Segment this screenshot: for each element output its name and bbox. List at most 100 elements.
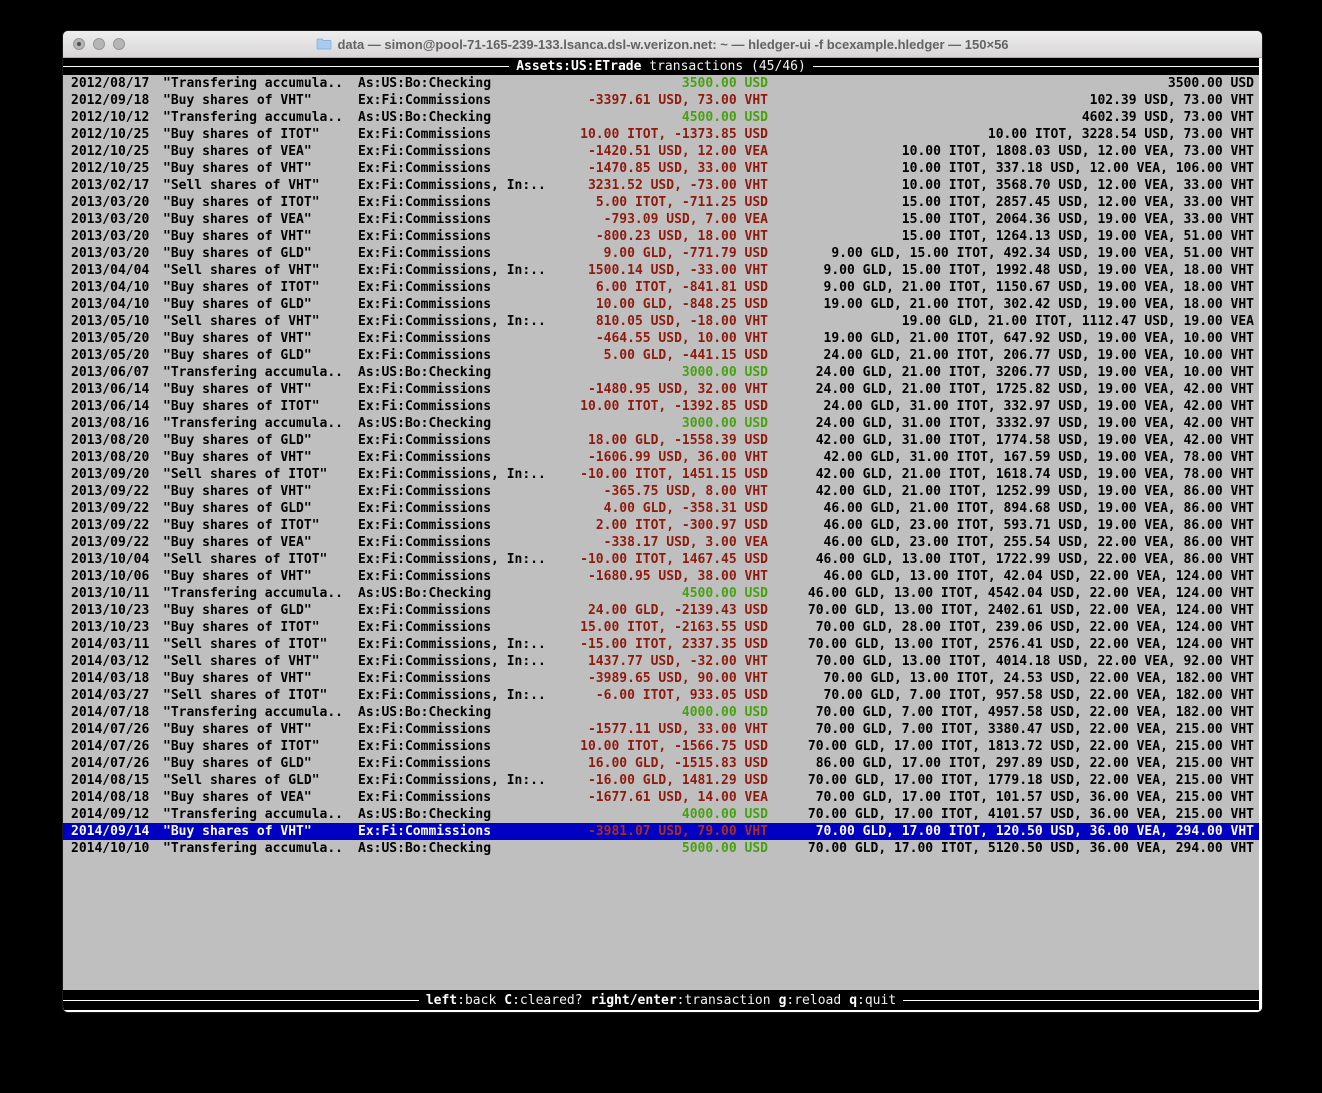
window-titlebar: data — simon@pool-71-165-239-133.lsanca.… — [63, 31, 1262, 58]
txn-description: "Sell shares of GLD" — [163, 773, 320, 788]
key-hints: left:back C:cleared? right/enter:transacti… — [419, 992, 903, 1009]
txn-balance: 15.00 ITOT, 2064.36 USD, 19.00 VEA, 33.0… — [901, 212, 1254, 227]
transaction-row[interactable]: 2013/08/20 "Buy shares of GLD" Ex:Fi:Com… — [63, 432, 1259, 449]
txn-accounts: Ex:Fi:Commissions — [358, 739, 492, 754]
transaction-row[interactable]: 2014/03/11 "Sell shares of ITOT" Ex:Fi:C… — [63, 636, 1259, 653]
txn-description: "Buy shares of VHT" — [163, 824, 312, 839]
bottom-bar-line-right — [903, 999, 1259, 1001]
transaction-row[interactable]: 2013/04/04 "Sell shares of VHT" Ex:Fi:Co… — [63, 262, 1259, 279]
bottom-bar-line-left — [63, 999, 419, 1001]
txn-balance: 70.00 GLD, 17.00 ITOT, 120.50 USD, 36.00… — [815, 824, 1254, 839]
transaction-row[interactable]: 2013/04/10 "Buy shares of GLD" Ex:Fi:Com… — [63, 296, 1259, 313]
txn-balance: 86.00 GLD, 17.00 ITOT, 297.89 USD, 22.00… — [815, 756, 1254, 771]
transaction-row[interactable]: 2014/03/12 "Sell shares of VHT" Ex:Fi:Co… — [63, 653, 1259, 670]
minimize-button[interactable] — [93, 38, 105, 50]
txn-description: "Transfering accumula.. — [163, 807, 344, 822]
transaction-row[interactable]: 2012/09/18 "Buy shares of VHT" Ex:Fi:Com… — [63, 92, 1259, 109]
txn-balance: 15.00 ITOT, 1264.13 USD, 19.00 VEA, 51.0… — [901, 229, 1254, 244]
txn-balance: 3500.00 USD — [1167, 76, 1254, 91]
txn-description: "Buy shares of GLD" — [163, 501, 312, 516]
txn-description: "Buy shares of VHT" — [163, 331, 312, 346]
transaction-row[interactable]: 2014/07/26 "Buy shares of ITOT" Ex:Fi:Co… — [63, 738, 1259, 755]
txn-description: "Buy shares of GLD" — [163, 348, 312, 363]
transaction-row[interactable]: 2014/10/10 "Transfering accumula.. As:US… — [63, 840, 1259, 857]
transaction-row[interactable]: 2014/08/18 "Buy shares of VEA" Ex:Fi:Com… — [63, 789, 1259, 806]
transaction-row[interactable]: 2013/08/20 "Buy shares of VHT" Ex:Fi:Com… — [63, 449, 1259, 466]
txn-accounts: Ex:Fi:Commissions — [358, 671, 492, 686]
txn-balance: 9.00 GLD, 21.00 ITOT, 1150.67 USD, 19.00… — [823, 280, 1254, 295]
transaction-row[interactable]: 2012/10/25 "Buy shares of ITOT" Ex:Fi:Co… — [63, 126, 1259, 143]
txn-balance: 15.00 ITOT, 2857.45 USD, 12.00 VEA, 33.0… — [901, 195, 1254, 210]
txn-balance: 10.00 ITOT, 337.18 USD, 12.00 VEA, 106.0… — [901, 161, 1254, 176]
txn-description: "Sell shares of VHT" — [163, 314, 320, 329]
transaction-row[interactable]: 2013/09/20 "Sell shares of ITOT" Ex:Fi:C… — [63, 466, 1259, 483]
txn-date: 2013/10/04 — [71, 552, 150, 567]
txn-description: "Buy shares of VHT" — [163, 671, 312, 686]
transaction-row[interactable]: 2013/03/20 "Buy shares of GLD" Ex:Fi:Com… — [63, 245, 1259, 262]
transaction-row[interactable]: 2012/10/25 "Buy shares of VEA" Ex:Fi:Com… — [63, 143, 1259, 160]
txn-balance: 46.00 GLD, 23.00 ITOT, 255.54 USD, 22.00… — [823, 535, 1254, 550]
txn-change: 6.00 ITOT, -841.81 USD — [595, 280, 768, 295]
transaction-row[interactable]: 2013/06/14 "Buy shares of VHT" Ex:Fi:Com… — [63, 381, 1259, 398]
txn-balance: 46.00 GLD, 13.00 ITOT, 4542.04 USD, 22.0… — [807, 586, 1254, 601]
key-name: right/enter — [590, 992, 677, 1008]
txn-balance: 70.00 GLD, 7.00 ITOT, 3380.47 USD, 22.00… — [815, 722, 1254, 737]
transaction-row[interactable]: 2013/05/20 "Buy shares of VHT" Ex:Fi:Com… — [63, 330, 1259, 347]
txn-change: 24.00 GLD, -2139.43 USD — [587, 603, 768, 618]
close-button[interactable] — [73, 38, 85, 50]
transaction-row[interactable]: 2014/09/14 "Buy shares of VHT" Ex:Fi:Com… — [63, 823, 1259, 840]
transaction-row[interactable]: 2013/09/22 "Buy shares of VHT" Ex:Fi:Com… — [63, 483, 1259, 500]
transaction-row[interactable]: 2014/07/18 "Transfering accumula.. As:US… — [63, 704, 1259, 721]
txn-change: -15.00 ITOT, 2337.35 USD — [580, 637, 768, 652]
transaction-row[interactable]: 2012/10/12 "Transfering accumula.. As:US… — [63, 109, 1259, 126]
transaction-row[interactable]: 2013/09/22 "Buy shares of ITOT" Ex:Fi:Co… — [63, 517, 1259, 534]
transaction-row[interactable]: 2014/07/26 "Buy shares of VHT" Ex:Fi:Com… — [63, 721, 1259, 738]
txn-accounts: Ex:Fi:Commissions, In:.. — [358, 637, 546, 652]
transaction-row[interactable]: 2013/03/20 "Buy shares of VEA" Ex:Fi:Com… — [63, 211, 1259, 228]
zoom-button[interactable] — [113, 38, 125, 50]
txn-accounts: As:US:Bo:Checking — [358, 76, 492, 91]
txn-balance: 4602.39 USD, 73.00 VHT — [1081, 110, 1254, 125]
txn-description: "Buy shares of VHT" — [163, 161, 312, 176]
top-bar-line-right — [812, 66, 1260, 67]
txn-description: "Sell shares of ITOT" — [163, 688, 328, 703]
transaction-row[interactable]: 2013/03/20 "Buy shares of VHT" Ex:Fi:Com… — [63, 228, 1259, 245]
transaction-row[interactable]: 2013/10/11 "Transfering accumula.. As:US… — [63, 585, 1259, 602]
transaction-row[interactable]: 2013/02/17 "Sell shares of VHT" Ex:Fi:Co… — [63, 177, 1259, 194]
transaction-row[interactable]: 2013/10/06 "Buy shares of VHT" Ex:Fi:Com… — [63, 568, 1259, 585]
key-action: :reload — [786, 992, 842, 1008]
txn-date: 2012/09/18 — [71, 93, 150, 108]
txn-date: 2014/03/11 — [71, 637, 150, 652]
txn-date: 2013/09/22 — [71, 484, 150, 499]
txn-accounts: Ex:Fi:Commissions — [358, 790, 492, 805]
transaction-row[interactable]: 2013/10/23 "Buy shares of GLD" Ex:Fi:Com… — [63, 602, 1259, 619]
txn-change: 4000.00 USD — [681, 807, 768, 822]
transaction-row[interactable]: 2014/07/26 "Buy shares of GLD" Ex:Fi:Com… — [63, 755, 1259, 772]
txn-balance: 42.00 GLD, 21.00 ITOT, 1618.74 USD, 19.0… — [815, 467, 1254, 482]
transaction-row[interactable]: 2014/09/12 "Transfering accumula.. As:US… — [63, 806, 1259, 823]
transaction-row[interactable]: 2013/09/22 "Buy shares of VEA" Ex:Fi:Com… — [63, 534, 1259, 551]
transaction-row[interactable]: 2013/03/20 "Buy shares of ITOT" Ex:Fi:Co… — [63, 194, 1259, 211]
transaction-row[interactable]: 2012/08/17 "Transfering accumula.. As:US… — [63, 75, 1259, 92]
txn-date: 2012/10/25 — [71, 127, 150, 142]
transaction-row[interactable]: 2013/09/22 "Buy shares of GLD" Ex:Fi:Com… — [63, 500, 1259, 517]
transaction-row[interactable]: 2013/08/16 "Transfering accumula.. As:US… — [63, 415, 1259, 432]
transaction-row[interactable]: 2013/05/20 "Buy shares of GLD" Ex:Fi:Com… — [63, 347, 1259, 364]
txn-balance: 70.00 GLD, 28.00 ITOT, 239.06 USD, 22.00… — [815, 620, 1254, 635]
txn-accounts: Ex:Fi:Commissions — [358, 348, 492, 363]
transaction-row[interactable]: 2013/10/23 "Buy shares of ITOT" Ex:Fi:Co… — [63, 619, 1259, 636]
transaction-row[interactable]: 2013/06/14 "Buy shares of ITOT" Ex:Fi:Co… — [63, 398, 1259, 415]
transaction-row[interactable]: 2014/03/27 "Sell shares of ITOT" Ex:Fi:C… — [63, 687, 1259, 704]
transaction-row[interactable]: 2014/08/15 "Sell shares of GLD" Ex:Fi:Co… — [63, 772, 1259, 789]
txn-description: "Buy shares of GLD" — [163, 246, 312, 261]
transaction-row[interactable]: 2013/06/07 "Transfering accumula.. As:US… — [63, 364, 1259, 381]
transaction-row[interactable]: 2013/10/04 "Sell shares of ITOT" Ex:Fi:C… — [63, 551, 1259, 568]
txn-accounts: Ex:Fi:Commissions — [358, 535, 492, 550]
transaction-row[interactable]: 2013/04/10 "Buy shares of ITOT" Ex:Fi:Co… — [63, 279, 1259, 296]
transaction-row[interactable]: 2012/10/25 "Buy shares of VHT" Ex:Fi:Com… — [63, 160, 1259, 177]
transaction-row[interactable]: 2013/05/10 "Sell shares of VHT" Ex:Fi:Co… — [63, 313, 1259, 330]
txn-accounts: Ex:Fi:Commissions — [358, 161, 492, 176]
txn-date: 2013/05/10 — [71, 314, 150, 329]
transaction-row[interactable]: 2014/03/18 "Buy shares of VHT" Ex:Fi:Com… — [63, 670, 1259, 687]
txn-date: 2013/04/04 — [71, 263, 150, 278]
